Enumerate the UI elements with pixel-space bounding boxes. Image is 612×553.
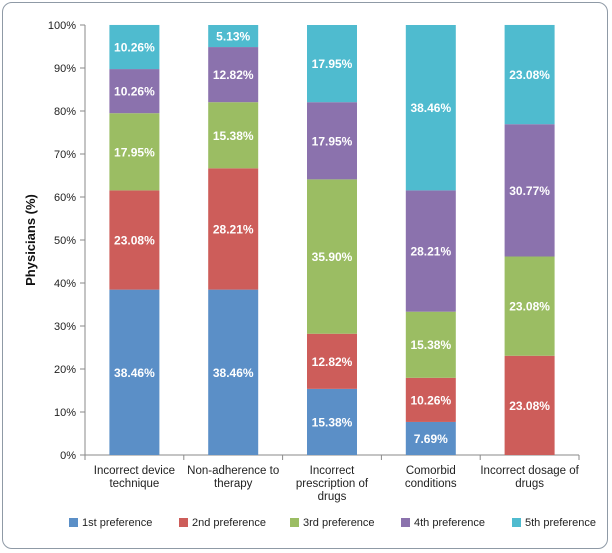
bar-segment-1 (208, 289, 259, 455)
legend-entry: 1st preference (82, 517, 152, 529)
bar-segment-4 (405, 190, 456, 312)
x-category-label: therapy (214, 478, 253, 490)
y-tick-label: 0% (60, 450, 76, 462)
legend-swatch (401, 518, 410, 527)
bar-segment-3 (405, 311, 456, 378)
x-category-label: Non-adherence to (187, 465, 279, 477)
data-label: 10.26% (410, 393, 451, 407)
data-label: 28.21% (213, 222, 254, 236)
x-category-label: Incorrect dosage of (480, 465, 579, 477)
bar-segment-4 (109, 69, 160, 114)
data-label: 23.08% (509, 68, 550, 82)
bar-segment-2 (504, 355, 555, 455)
bar-segment-2 (307, 333, 357, 389)
y-tick-label: 10% (54, 407, 76, 419)
x-category-label: Incorrect device (94, 465, 175, 477)
bar-segment-5 (405, 25, 456, 191)
data-label: 30.77% (509, 184, 550, 198)
x-category-label: Comorbid (406, 465, 456, 477)
legend-swatch (69, 518, 78, 527)
bar-segment-1 (109, 289, 160, 455)
data-label: 10.26% (114, 41, 155, 55)
bar-segment-5 (208, 25, 259, 48)
bar-segment-3 (504, 256, 555, 356)
bar-segment-4 (504, 124, 555, 257)
x-category-label: drugs (318, 491, 347, 503)
bar-segment-5 (504, 24, 555, 125)
chart-frame: 0% 10% 20% 30% 40% 50% 60% 70% 80% 90% 100% Physici… (2, 2, 608, 549)
x-category-label: technique (109, 478, 159, 490)
data-label: 15.38% (410, 338, 451, 352)
legend-entry: 4th preference (414, 517, 485, 529)
data-label: 28.21% (410, 245, 451, 259)
data-label: 23.08% (509, 399, 550, 413)
y-tick-label: 40% (54, 278, 76, 290)
legend-entry: 2nd preference (192, 517, 266, 529)
data-label: 38.46% (114, 366, 155, 380)
bar-segment-2 (109, 190, 160, 290)
y-tick-label: 80% (54, 106, 76, 118)
data-label: 10.26% (114, 85, 155, 99)
x-category-label: prescription of (296, 478, 369, 490)
legend-swatch (512, 518, 521, 527)
data-label: 15.38% (312, 415, 353, 429)
y-tick-label: 90% (54, 63, 76, 75)
data-label: 5.13% (216, 30, 250, 44)
bar-segment-5 (109, 24, 160, 70)
data-label: 35.90% (312, 250, 353, 264)
stacked-bar-chart: 0% 10% 20% 30% 40% 50% 60% 70% 80% 90% 100% Physici… (23, 20, 596, 529)
y-axis-title: Physicians (%) (23, 194, 38, 286)
bar-segment-4 (307, 102, 357, 180)
legend-swatch (179, 518, 188, 527)
bar-segment-5 (307, 25, 357, 103)
bar-segment-3 (208, 102, 259, 169)
y-tick-label: 60% (54, 192, 76, 204)
data-label: 15.38% (213, 129, 254, 143)
data-label: 17.95% (312, 134, 353, 148)
y-tick-label: 50% (54, 235, 76, 247)
data-label: 12.82% (312, 355, 353, 369)
bar-segment-4 (208, 47, 259, 103)
y-tick-label: 20% (54, 364, 76, 376)
bar-segment-3 (109, 113, 160, 191)
data-label: 17.95% (312, 57, 353, 71)
data-label: 7.69% (414, 432, 448, 446)
data-label: 38.46% (410, 101, 451, 115)
bar-segment-1 (405, 421, 456, 455)
legend-entry: 5th preference (525, 517, 596, 529)
bar-segment-3 (307, 179, 357, 334)
y-tick-label: 100% (48, 20, 76, 32)
data-label: 38.46% (213, 366, 254, 380)
legend-entry: 3rd preference (303, 517, 375, 529)
data-label: 23.08% (114, 234, 155, 248)
data-label: 12.82% (213, 68, 254, 82)
x-category-label: conditions (405, 478, 457, 490)
bar-segment-2 (405, 377, 456, 422)
bar-segment-1 (307, 388, 357, 455)
y-tick-label: 30% (54, 321, 76, 333)
legend-swatch (290, 518, 299, 527)
data-label: 23.08% (509, 300, 550, 314)
y-tick-label: 70% (54, 149, 76, 161)
x-category-label: drugs (515, 478, 544, 490)
x-category-label: Incorrect (310, 465, 356, 477)
bar-segment-2 (208, 168, 259, 290)
data-label: 17.95% (114, 145, 155, 159)
